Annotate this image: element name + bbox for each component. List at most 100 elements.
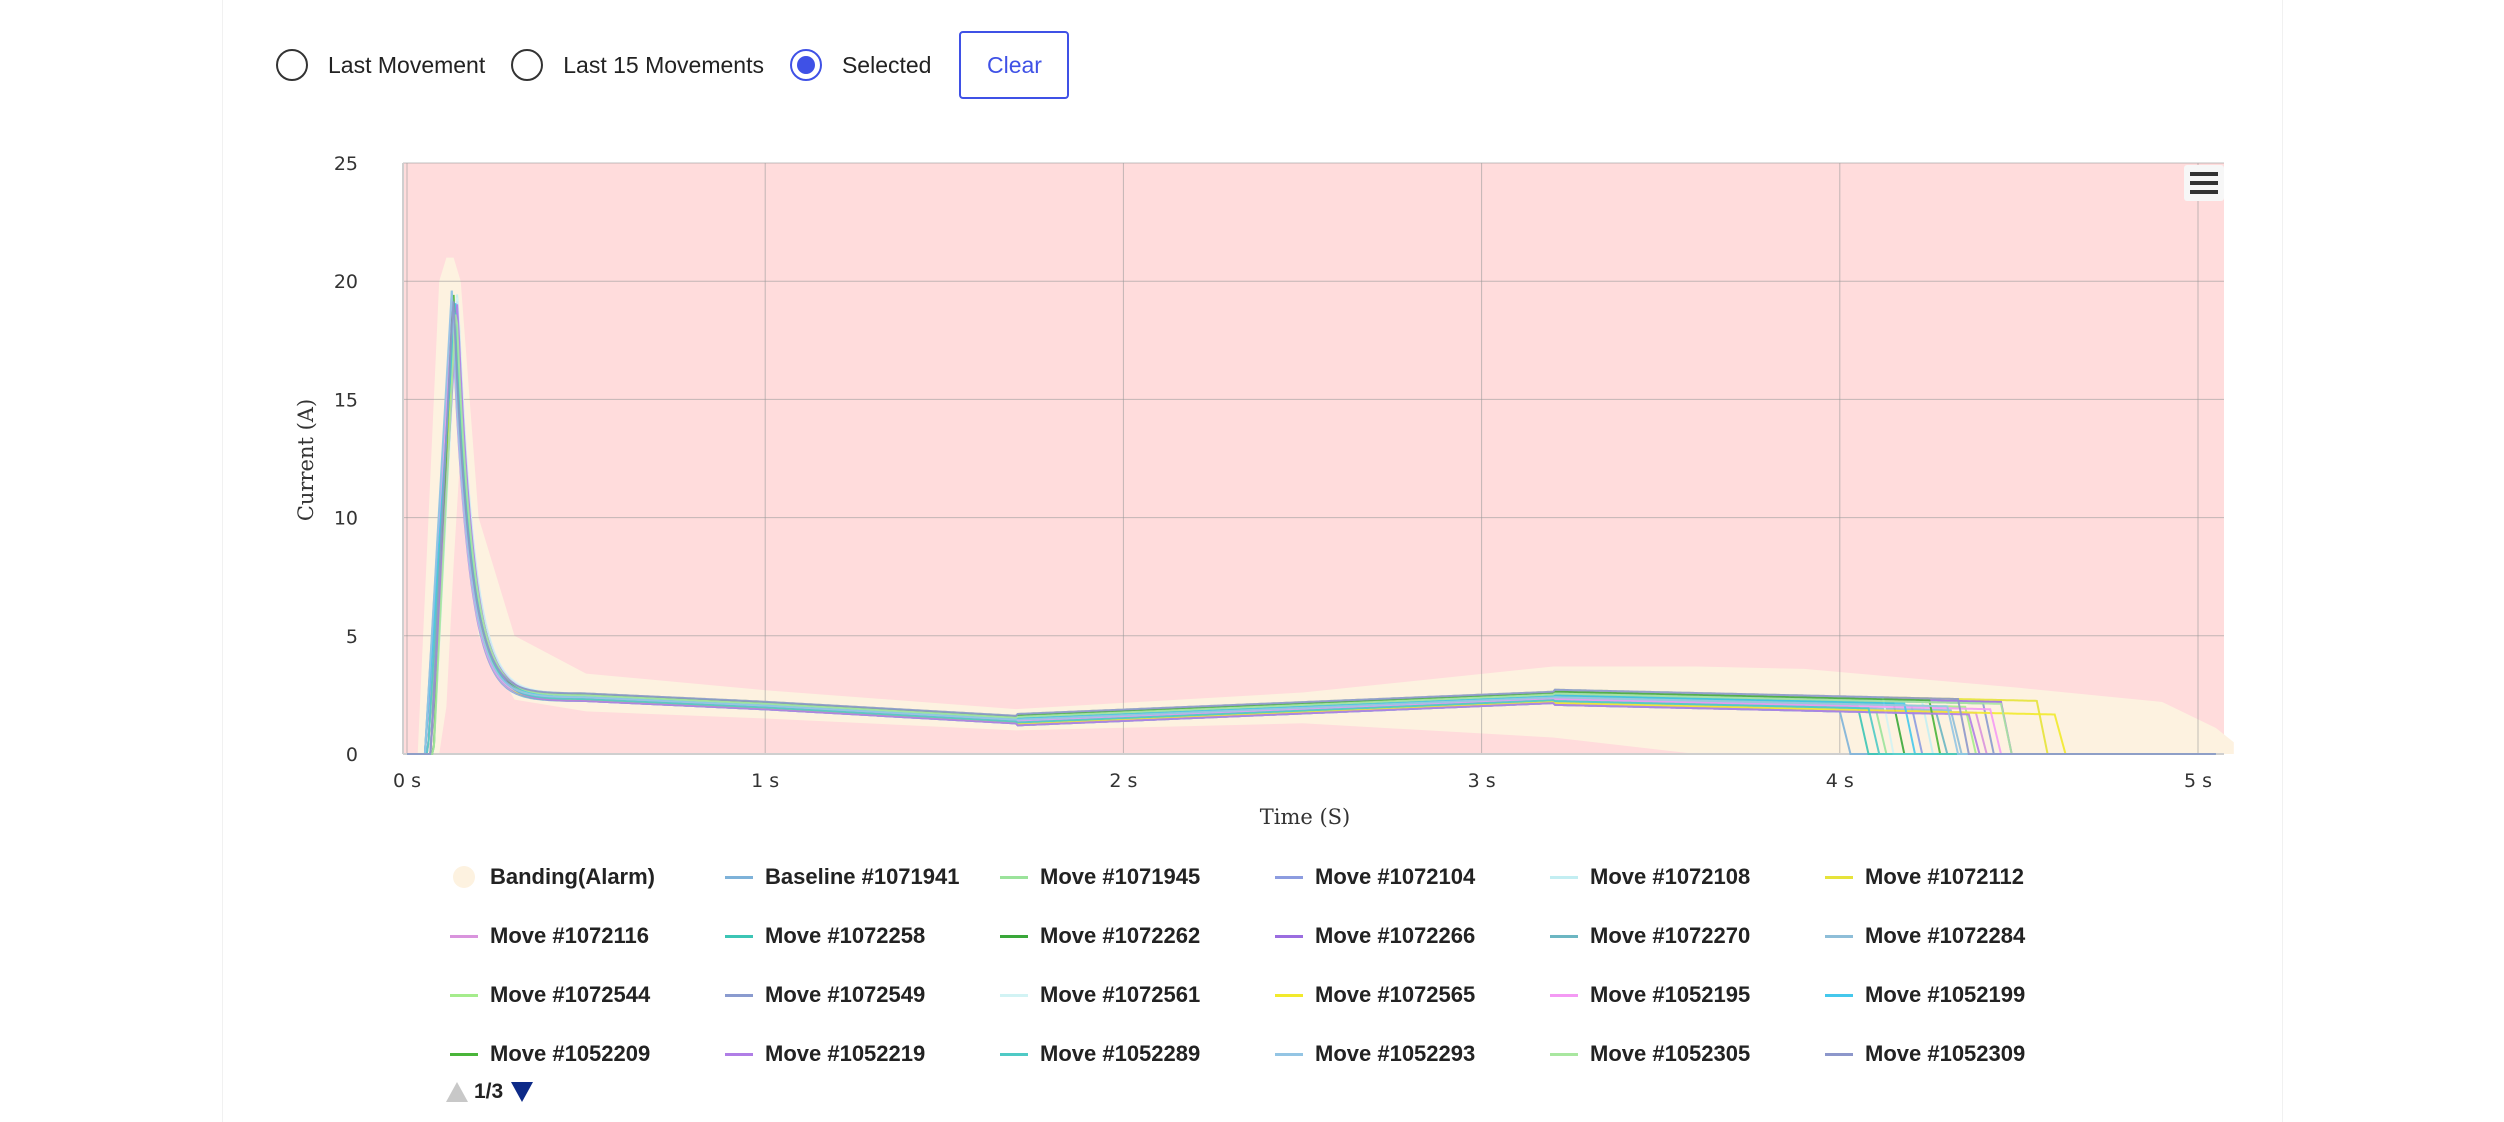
series-line [407, 301, 2216, 755]
radio-dot [796, 56, 815, 74]
legend-item[interactable]: Move #1071945 [1000, 860, 1200, 894]
hamburger-icon-bar [2190, 181, 2218, 185]
legend-line-symbol [1000, 993, 1028, 997]
legend-next-page-icon[interactable] [511, 1082, 534, 1102]
legend-label: Move #1052199 [1865, 982, 2026, 1007]
legend-line-symbol [1275, 875, 1303, 879]
legend-line-symbol [1550, 993, 1578, 997]
legend-label: Move #1052293 [1315, 1041, 1476, 1066]
series-line [407, 314, 2216, 755]
legend-label: Move #1072258 [765, 923, 926, 948]
legend-line-symbol [725, 934, 753, 938]
legend-item[interactable]: Move #1072104 [1275, 860, 1475, 894]
legend-item[interactable]: Banding(Alarm) [450, 860, 655, 894]
legend-line-symbol [1550, 1052, 1578, 1056]
series-line [407, 304, 2216, 755]
y-axis-title: Current (A) [294, 399, 318, 521]
x-tick-label: 1 s [751, 770, 779, 792]
legend-label: Move #1072266 [1315, 923, 1476, 948]
legend-label: Move #1072565 [1315, 982, 1476, 1007]
legend-line-symbol [450, 1052, 478, 1056]
legend-line-symbol [1825, 875, 1853, 879]
radio-circle[interactable] [511, 49, 544, 81]
radio-selected[interactable]: Selected [789, 49, 932, 81]
radio-label: Selected [841, 51, 932, 78]
legend-item[interactable]: Move #1072284 [1825, 919, 2025, 953]
legend-item[interactable]: Move #1072258 [725, 919, 925, 953]
legend-item[interactable]: Move #1072565 [1275, 978, 1475, 1012]
legend-item[interactable]: Move #1072108 [1550, 860, 1750, 894]
x-tick-label: 4 s [1826, 770, 1854, 792]
legend-line-symbol [1000, 1052, 1028, 1056]
hamburger-icon-bar [2190, 172, 2218, 176]
y-tick-label: 15 [334, 389, 358, 411]
legend-label: Move #1072284 [1865, 923, 2026, 948]
panel-border-right [2282, 0, 2283, 1122]
legend-line-symbol [450, 934, 478, 938]
legend-label: Move #1072549 [765, 982, 926, 1007]
legend-item[interactable]: Move #1052195 [1550, 978, 1750, 1012]
legend-line-symbol [1550, 934, 1578, 938]
legend-item[interactable]: Move #1052199 [1825, 978, 2025, 1012]
legend-line-symbol [725, 993, 753, 997]
y-tick-label: 5 [346, 626, 358, 648]
chart-menu-button[interactable] [2184, 165, 2224, 201]
x-tick-label: 0 s [393, 770, 421, 792]
legend-label: Move #1052219 [765, 1041, 926, 1066]
legend-item[interactable]: Move #1072544 [450, 978, 650, 1012]
legend-item[interactable]: Move #1072549 [725, 978, 925, 1012]
legend-label: Move #1072116 [490, 923, 650, 948]
radio-label: Last Movement [328, 51, 486, 78]
legend-line-symbol [1275, 1052, 1303, 1056]
legend-line-symbol [1825, 1052, 1853, 1056]
legend-line-symbol [1825, 993, 1853, 997]
series-line [407, 290, 2216, 755]
legend-item[interactable]: Move #1052293 [1275, 1037, 1475, 1071]
legend-item[interactable]: Move #1072116 [450, 919, 649, 953]
legend-item[interactable]: Move #1052289 [1000, 1037, 1200, 1071]
current-time-chart: 0 s 1 s 2 s 3 s 4 s 5 s 0 5 10 15 20 25 Time (S) Curr… [294, 153, 2234, 829]
legend-label: Move #1072561 [1040, 982, 1201, 1007]
legend-label: Move #1052305 [1590, 1041, 1751, 1066]
legend-item[interactable]: Move #1052209 [450, 1037, 650, 1071]
series-line [407, 311, 2216, 755]
legend-item[interactable]: Move #1072112 [1825, 860, 2024, 894]
legend-prev-page-icon[interactable] [446, 1082, 468, 1102]
legend-item[interactable]: Move #1072270 [1550, 919, 1750, 953]
x-tick-label: 3 s [1468, 770, 1496, 792]
legend-label: Baseline #1071941 [765, 864, 960, 889]
hamburger-icon-bar [2190, 190, 2218, 194]
legend-item[interactable]: Move #1052305 [1550, 1037, 1750, 1071]
legend-pager: 1/3 [446, 1080, 534, 1104]
radio-circle[interactable] [276, 49, 308, 81]
legend-line-symbol [1275, 993, 1303, 997]
radio-circle-checked[interactable] [789, 49, 822, 81]
radio-last-15-movements[interactable]: Last 15 Movements [511, 49, 764, 81]
legend-item[interactable]: Move #1052219 [725, 1037, 925, 1071]
legend-item[interactable]: Baseline #1071941 [725, 860, 960, 894]
legend-line-symbol [1550, 875, 1578, 879]
x-tick-label: 5 s [2184, 770, 2212, 792]
y-tick-label: 10 [334, 508, 358, 530]
legend-line-symbol [725, 1052, 753, 1056]
legend-item[interactable]: Move #1052309 [1825, 1037, 2025, 1071]
legend-label: Move #1071945 [1040, 864, 1201, 889]
legend-band-symbol [453, 866, 475, 888]
y-tick-label: 25 [334, 153, 358, 175]
clear-button[interactable]: Clear [959, 31, 1070, 99]
legend-item[interactable]: Move #1072266 [1275, 919, 1475, 953]
x-tick-label: 2 s [1109, 770, 1137, 792]
legend-item[interactable]: Move #1072561 [1000, 978, 1200, 1012]
y-tick-label: 20 [334, 271, 358, 293]
legend-label: Banding(Alarm) [490, 864, 655, 889]
legend-line-symbol [1275, 934, 1303, 938]
legend-label: Move #1052209 [490, 1041, 651, 1066]
x-axis-title: Time (S) [1260, 805, 1351, 829]
legend-label: Move #1072108 [1590, 864, 1751, 889]
legend-line-symbol [725, 875, 753, 879]
legend-line-symbol [1000, 875, 1028, 879]
legend-item[interactable]: Move #1072262 [1000, 919, 1200, 953]
legend-line-symbol [1825, 934, 1853, 938]
legend-label: Move #1052195 [1590, 982, 1751, 1007]
radio-last-movement[interactable]: Last Movement [276, 49, 485, 81]
